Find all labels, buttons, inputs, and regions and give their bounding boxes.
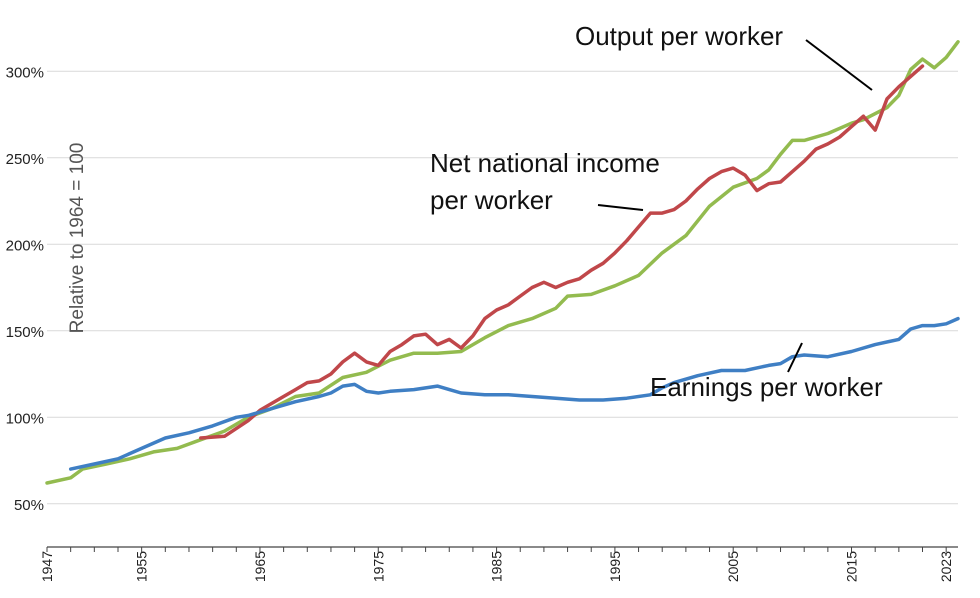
annotation-leader-line xyxy=(805,39,873,91)
y-tick-label: 250% xyxy=(6,151,44,168)
y-axis-label: Relative to 1964 = 100 xyxy=(67,143,88,334)
x-tick-label: 2023 xyxy=(938,551,954,582)
x-tick-label: 2015 xyxy=(844,551,860,582)
x-tick-label: 1985 xyxy=(489,551,505,582)
series-lines xyxy=(45,40,960,485)
y-tick-label: 50% xyxy=(14,497,44,514)
gridlines xyxy=(47,70,958,505)
series-annotation-label: Earnings per worker xyxy=(650,372,883,402)
series-line-1 xyxy=(199,64,925,440)
y-tick-label: 150% xyxy=(6,324,44,341)
series-annotation-label: Net national income xyxy=(430,148,660,178)
y-tick-label: 100% xyxy=(6,410,44,427)
series-line-2 xyxy=(68,316,960,471)
annotation-leader-line xyxy=(787,342,803,373)
x-tick-label: 1995 xyxy=(607,551,623,582)
series-annotation-label: Output per worker xyxy=(575,21,783,51)
axes: 50% 100% 150% 200% 250% 300% 1947 1955 1965 1975 1… xyxy=(6,64,958,582)
series-annotation-label: per worker xyxy=(430,185,553,215)
annotations: Output per worker Net national income per … xyxy=(430,21,883,402)
x-tick-label: 1947 xyxy=(39,551,55,582)
x-tick-label: 1955 xyxy=(134,551,150,582)
y-tick-label: 300% xyxy=(6,64,44,81)
x-tick-label: 1965 xyxy=(252,551,268,582)
y-tick-label: 200% xyxy=(6,237,44,254)
x-tick-label: 2005 xyxy=(725,551,741,582)
annotation-leader-line xyxy=(597,204,644,211)
x-tick-label: 1975 xyxy=(370,551,386,582)
